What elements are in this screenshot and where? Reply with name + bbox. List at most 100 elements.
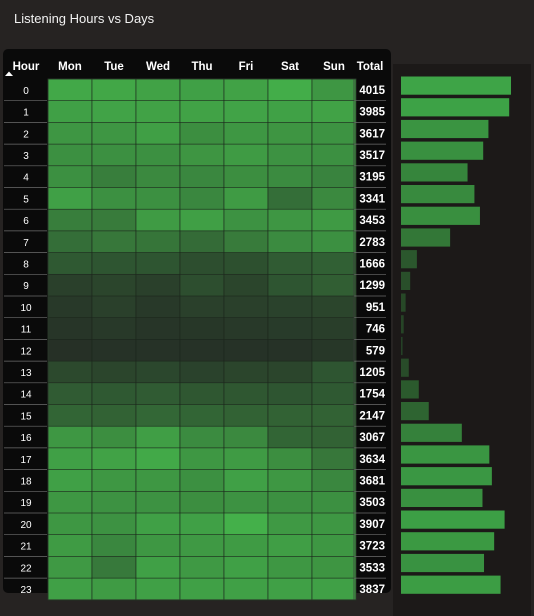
row-label-hour: 12 [20, 346, 32, 357]
heatmap-cell [91, 534, 137, 558]
heatmap-cell [179, 360, 225, 384]
row-label-hour: 6 [23, 216, 29, 227]
total-bar [401, 423, 462, 442]
heatmap-cell [179, 252, 225, 275]
row-total: 3341 [359, 193, 385, 205]
row-total: 4015 [359, 85, 385, 97]
heatmap-cell [267, 339, 313, 362]
header-total: Total [357, 61, 384, 73]
row-label-hour: 10 [20, 303, 32, 314]
heatmap-cell [179, 404, 225, 427]
heatmap-cell [267, 556, 313, 579]
header-day-tue: Tue [104, 61, 124, 73]
heatmap-cell [47, 208, 93, 232]
heatmap-cell [91, 490, 137, 514]
total-bar [401, 163, 468, 182]
heatmap-cell [47, 143, 93, 167]
total-bar [401, 467, 492, 486]
total-bar [401, 293, 406, 312]
heatmap-cell [267, 295, 313, 319]
heatmap-cell [267, 208, 313, 232]
heatmap-cell [267, 447, 313, 471]
heatmap-cell [91, 425, 137, 449]
heatmap-cell [223, 469, 269, 492]
heatmap-cell [311, 577, 357, 601]
row-label-hour: 2 [23, 129, 29, 140]
row-total: 3067 [359, 432, 385, 444]
header-day-wed: Wed [146, 61, 170, 73]
heatmap-cell [223, 143, 269, 167]
heatmap-cell [223, 577, 269, 601]
heatmap-cell [311, 317, 357, 341]
heatmap-cell [223, 317, 269, 341]
total-bar [401, 185, 475, 204]
heatmap-cell [135, 208, 181, 232]
row-total: 3681 [359, 475, 385, 487]
heatmap-cell [223, 230, 269, 254]
row-label-hour: 23 [20, 585, 32, 596]
row-total: 3533 [359, 562, 385, 574]
heatmap-cell [179, 382, 225, 406]
row-total: 746 [366, 324, 385, 336]
row-total: 3517 [359, 150, 385, 162]
header-day-thu: Thu [191, 61, 212, 73]
heatmap-cell [179, 469, 225, 492]
heatmap-cell [179, 512, 225, 536]
heatmap-cell [47, 512, 93, 536]
heatmap-cell [311, 404, 357, 427]
heatmap-cell [223, 100, 269, 123]
row-label-hour: 11 [21, 325, 32, 336]
heatmap-cell [47, 404, 93, 427]
heatmap-cell [311, 208, 357, 232]
heatmap-cell [267, 122, 313, 145]
heatmap-cell [311, 534, 357, 558]
header-day-fri: Fri [239, 61, 254, 73]
heatmap-cell [267, 404, 313, 427]
row-total: 3907 [359, 519, 385, 531]
heatmap-cell [135, 447, 181, 471]
heatmap-cell [91, 143, 137, 167]
heatmap-cell [135, 230, 181, 254]
total-bar [401, 119, 489, 139]
heatmap-cell [223, 360, 269, 384]
heatmap-cell [47, 382, 93, 406]
heatmap-cell [223, 425, 269, 449]
total-bar [401, 98, 510, 117]
heatmap-cell [311, 122, 357, 145]
heatmap-cell [47, 447, 93, 471]
heatmap-cell [267, 512, 313, 536]
row-label-hour: 13 [20, 368, 32, 379]
heatmap-cell [267, 490, 313, 514]
heatmap-cell [135, 143, 181, 167]
heatmap-cell [223, 556, 269, 579]
heatmap-cell [91, 252, 137, 275]
heatmap-cell [179, 556, 225, 579]
row-label-hour: 7 [23, 238, 29, 249]
heatmap-cell [179, 143, 225, 167]
row-total: 1205 [359, 367, 385, 379]
heatmap-cell [135, 360, 181, 384]
heatmap-cell [135, 187, 181, 210]
heatmap-cell [135, 490, 181, 514]
heatmap-cell [179, 100, 225, 123]
heatmap-cell [311, 295, 357, 319]
heatmap-cell [311, 339, 357, 362]
heatmap-cell [47, 425, 93, 449]
heatmap-cell [267, 534, 313, 558]
heatmap-cell [267, 382, 313, 406]
heatmap-cell [47, 469, 93, 492]
heatmap-cell [47, 577, 93, 601]
heatmap-cell [267, 360, 313, 384]
heatmap-cell [179, 208, 225, 232]
heatmap-cell [311, 100, 357, 123]
heatmap-cell [47, 490, 93, 514]
heatmap-cell [91, 577, 137, 601]
heatmap-cell [91, 360, 137, 384]
heatmap-cell [47, 187, 93, 210]
heatmap-cell [223, 165, 269, 189]
heatmap-cell [135, 295, 181, 319]
heatmap-cell [311, 230, 357, 254]
heatmap-cell [179, 490, 225, 514]
heatmap-cell [91, 187, 137, 210]
